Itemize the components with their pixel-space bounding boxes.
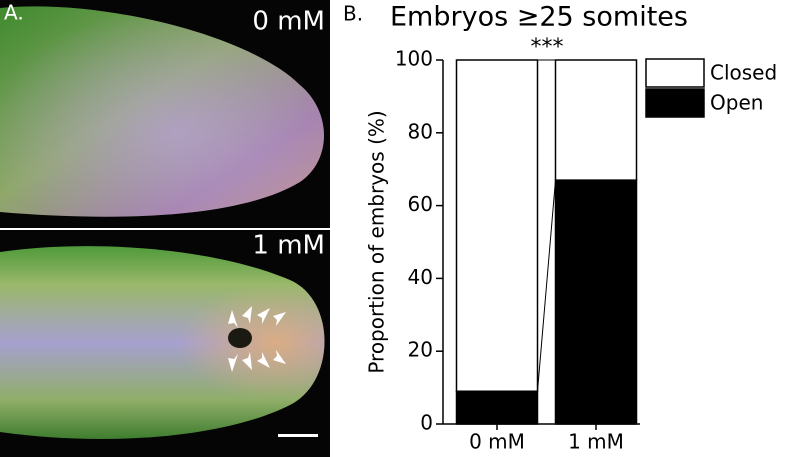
legend-label: Open bbox=[710, 91, 763, 115]
image-label: 0 mM bbox=[252, 7, 325, 37]
x-tick-label: 0 mM bbox=[469, 430, 525, 454]
x-tick-label: 1 mM bbox=[568, 430, 624, 454]
legend-swatch bbox=[645, 58, 705, 88]
tissue-overlay bbox=[0, 6, 324, 217]
neural-tube-opening bbox=[228, 328, 252, 348]
panel-label: B. bbox=[343, 2, 363, 26]
y-tick-label: 0 bbox=[420, 411, 433, 435]
bar-segment bbox=[455, 390, 539, 425]
y-tick-label: 80 bbox=[408, 119, 433, 143]
legend-swatch bbox=[645, 88, 705, 118]
bar-segment bbox=[554, 59, 638, 181]
image-panel: A. 0 mM 1 mM bbox=[0, 0, 330, 457]
divider bbox=[0, 228, 330, 230]
arrowheads bbox=[228, 306, 286, 372]
y-tick-label: 100 bbox=[395, 47, 433, 71]
y-tick-label: 20 bbox=[408, 338, 433, 362]
scale-bar bbox=[278, 434, 318, 437]
y-axis-label: Proportion of embryos (%) bbox=[365, 110, 389, 373]
chart-title: Embryos ≥25 somites bbox=[390, 2, 688, 33]
y-tick-label: 60 bbox=[408, 192, 433, 216]
tissue-overlay bbox=[0, 246, 325, 440]
bar-segment bbox=[455, 59, 539, 392]
chart: B. Embryos ≥25 somites *** Proportion of… bbox=[343, 2, 777, 454]
image-label: 1 mM bbox=[252, 231, 325, 261]
bar-segment bbox=[554, 179, 638, 425]
legend-label: Closed bbox=[710, 61, 777, 85]
connector bbox=[537, 180, 556, 392]
significance: *** bbox=[531, 35, 564, 60]
y-tick-label: 40 bbox=[408, 265, 433, 289]
panel-label: A. bbox=[4, 1, 24, 25]
